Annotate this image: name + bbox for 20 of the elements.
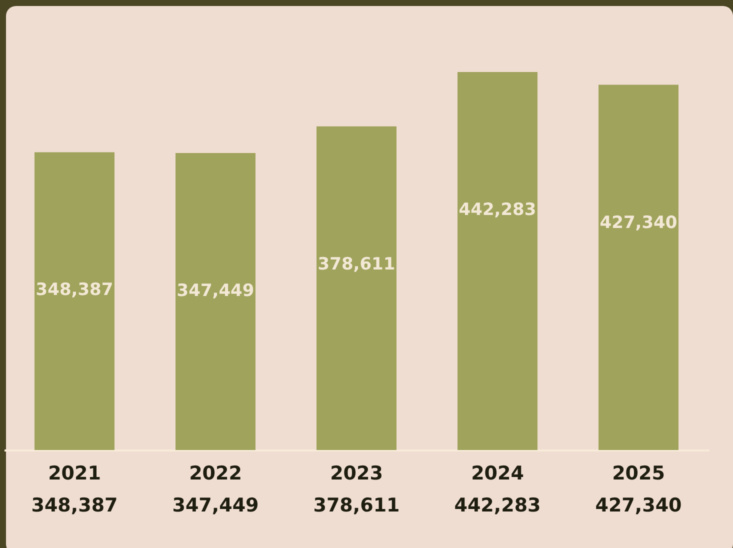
bar	[34, 152, 114, 450]
text: 378,611	[318, 254, 396, 274]
text: 427,340	[600, 212, 678, 233]
bar	[316, 126, 396, 450]
data-label: 378,611	[313, 494, 400, 516]
data-label: 348,387	[31, 494, 118, 516]
bar	[176, 153, 256, 450]
x-tick-label: 2023	[330, 462, 383, 484]
text: 442,283	[458, 200, 536, 220]
data-label: 427,340	[595, 494, 682, 516]
bar	[458, 72, 538, 450]
x-tick-label: 2025	[612, 462, 665, 484]
x-tick-label: 2024	[471, 462, 524, 484]
data-label: 442,283	[454, 494, 541, 516]
x-tick-label: 2022	[189, 462, 242, 484]
text: 348,387	[36, 280, 114, 300]
data-label: 347,449	[172, 494, 259, 516]
bar	[598, 84, 678, 450]
x-tick-label: 2021	[48, 462, 101, 484]
text: 347,449	[176, 281, 254, 302]
